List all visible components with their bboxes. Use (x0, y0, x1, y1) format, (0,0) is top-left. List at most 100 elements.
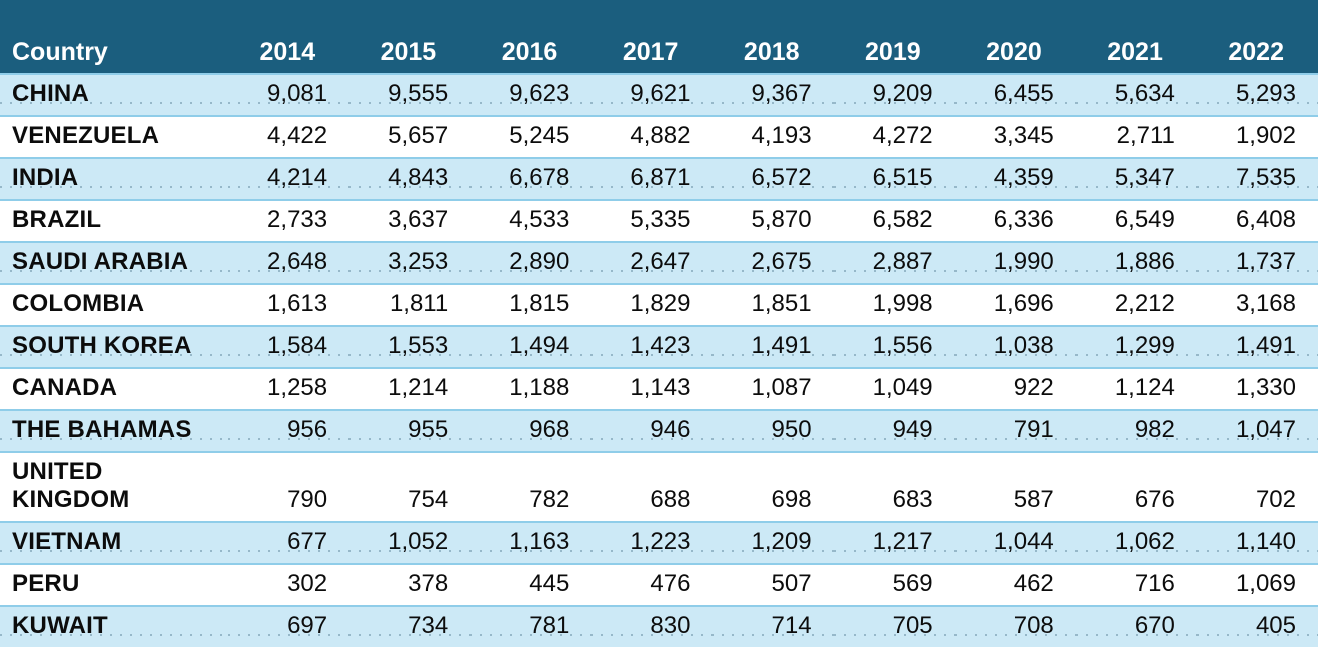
table-row: KUWAIT 697 734 781 830 714 705 708 670 405 (0, 605, 1318, 647)
value-cell: 1,613 (228, 283, 350, 326)
value-cell: 9,209 (833, 73, 955, 116)
value-cell: 1,087 (712, 367, 834, 410)
value-cell: 5,245 (470, 115, 592, 158)
country-cell: CHINA (0, 73, 228, 116)
value-cell: 676 (1075, 451, 1197, 522)
value-cell: 1,556 (833, 325, 955, 368)
value-cell: 507 (712, 563, 834, 606)
value-cell: 754 (349, 451, 471, 522)
value-cell: 1,217 (833, 521, 955, 564)
country-column-header: Country (0, 34, 228, 74)
value-cell: 4,533 (470, 199, 592, 242)
value-cell: 2,648 (228, 241, 350, 284)
value-cell: 716 (1075, 563, 1197, 606)
value-cell: 2,647 (591, 241, 713, 284)
value-cell: 6,572 (712, 157, 834, 200)
year-column-header: 2017 (591, 34, 713, 74)
value-cell: 1,584 (228, 325, 350, 368)
year-column-header: 2021 (1075, 34, 1197, 74)
table-row: VENEZUELA 4,422 5,657 5,245 4,882 4,193 4,272 3… (0, 115, 1318, 158)
value-cell: 405 (1196, 605, 1318, 647)
value-cell: 705 (833, 605, 955, 647)
value-cell: 2,887 (833, 241, 955, 284)
value-cell: 1,163 (470, 521, 592, 564)
value-cell: 956 (228, 409, 350, 452)
value-cell: 1,038 (954, 325, 1076, 368)
value-cell: 1,047 (1196, 409, 1318, 452)
value-cell: 6,871 (591, 157, 713, 200)
value-cell: 1,044 (954, 521, 1076, 564)
country-cell: CANADA (0, 367, 228, 410)
value-cell: 5,347 (1075, 157, 1197, 200)
value-cell: 1,299 (1075, 325, 1197, 368)
value-cell: 683 (833, 451, 955, 522)
value-cell: 1,815 (470, 283, 592, 326)
value-cell: 1,990 (954, 241, 1076, 284)
value-cell: 968 (470, 409, 592, 452)
value-cell: 714 (712, 605, 834, 647)
year-column-header: 2014 (228, 34, 350, 74)
value-cell: 6,336 (954, 199, 1076, 242)
value-cell: 9,081 (228, 73, 350, 116)
value-cell: 4,422 (228, 115, 350, 158)
value-cell: 677 (228, 521, 350, 564)
value-cell: 1,491 (712, 325, 834, 368)
value-cell: 476 (591, 563, 713, 606)
table-row: COLOMBIA 1,613 1,811 1,815 1,829 1,851 1,998 1,… (0, 283, 1318, 326)
country-cell: VIETNAM (0, 521, 228, 564)
value-cell: 698 (712, 451, 834, 522)
table-row: THE BAHAMAS 956 955 968 946 950 949 791 982 1,047 (0, 409, 1318, 452)
value-cell: 6,678 (470, 157, 592, 200)
year-column-header: 2015 (349, 34, 471, 74)
value-cell: 4,882 (591, 115, 713, 158)
value-cell: 9,555 (349, 73, 471, 116)
table-row: VIETNAM 677 1,052 1,163 1,223 1,209 1,217 1,044… (0, 521, 1318, 564)
value-cell: 1,851 (712, 283, 834, 326)
value-cell: 791 (954, 409, 1076, 452)
country-cell: COLOMBIA (0, 283, 228, 326)
table-row: SOUTH KOREA 1,584 1,553 1,494 1,423 1,491 1,55… (0, 325, 1318, 368)
value-cell: 6,582 (833, 199, 955, 242)
table-body: CHINA 9,081 9,555 9,623 9,621 9,367 9,209 6,455… (0, 73, 1318, 647)
table-row: INDIA 4,214 4,843 6,678 6,871 6,572 6,515 4,359… (0, 157, 1318, 200)
data-table: Country 2014 2015 2016 2017 2018 2019 2020 2021 2… (0, 34, 1318, 647)
value-cell: 702 (1196, 451, 1318, 522)
value-cell: 3,253 (349, 241, 471, 284)
value-cell: 790 (228, 451, 350, 522)
value-cell: 1,223 (591, 521, 713, 564)
header-row: Country 2014 2015 2016 2017 2018 2019 2020 2021 2… (0, 34, 1318, 74)
value-cell: 2,711 (1075, 115, 1197, 158)
value-cell: 1,553 (349, 325, 471, 368)
value-cell: 1,124 (1075, 367, 1197, 410)
value-cell: 734 (349, 605, 471, 647)
table-row: UNITED KINGDOM 790 754 782 688 698 683 587 676 70… (0, 451, 1318, 522)
value-cell: 955 (349, 409, 471, 452)
year-column-header: 2022 (1196, 34, 1318, 74)
value-cell: 830 (591, 605, 713, 647)
value-cell: 688 (591, 451, 713, 522)
value-cell: 1,209 (712, 521, 834, 564)
value-cell: 1,143 (591, 367, 713, 410)
value-cell: 950 (712, 409, 834, 452)
value-cell: 569 (833, 563, 955, 606)
value-cell: 6,549 (1075, 199, 1197, 242)
value-cell: 2,212 (1075, 283, 1197, 326)
value-cell: 1,998 (833, 283, 955, 326)
value-cell: 5,335 (591, 199, 713, 242)
value-cell: 1,062 (1075, 521, 1197, 564)
country-cell: SOUTH KOREA (0, 325, 228, 368)
country-cell: SAUDI ARABIA (0, 241, 228, 284)
value-cell: 1,886 (1075, 241, 1197, 284)
value-cell: 1,811 (349, 283, 471, 326)
value-cell: 5,293 (1196, 73, 1318, 116)
year-column-header: 2019 (833, 34, 955, 74)
value-cell: 1,696 (954, 283, 1076, 326)
value-cell: 949 (833, 409, 955, 452)
country-cell: KUWAIT (0, 605, 228, 647)
value-cell: 587 (954, 451, 1076, 522)
value-cell: 708 (954, 605, 1076, 647)
value-cell: 9,367 (712, 73, 834, 116)
year-column-header: 2016 (470, 34, 592, 74)
year-column-header: 2020 (954, 34, 1076, 74)
value-cell: 9,623 (470, 73, 592, 116)
